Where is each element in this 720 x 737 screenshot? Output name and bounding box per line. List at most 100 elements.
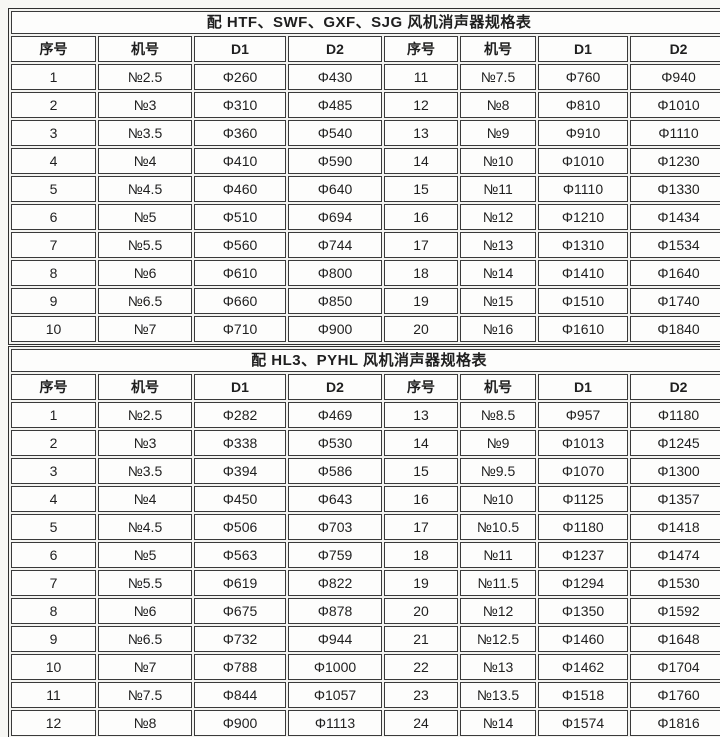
title-row: 配 HL3、PYHL 风机消声器规格表 <box>11 349 720 372</box>
table-cell: Φ469 <box>288 402 382 428</box>
table-cell: Φ563 <box>194 542 286 568</box>
table-row: 4 №4 Φ410 Φ590 14 №10 Φ1010 Φ1230 <box>11 148 720 174</box>
table-cell: 14 <box>384 430 458 456</box>
table-cell: №13 <box>460 232 536 258</box>
table-cell: Φ1816 <box>630 710 720 736</box>
table-cell: Φ260 <box>194 64 286 90</box>
table-cell: 15 <box>384 176 458 202</box>
table-cell: Φ957 <box>538 402 628 428</box>
table-cell: Φ800 <box>288 260 382 286</box>
table-cell: Φ1180 <box>630 402 720 428</box>
table-cell: №12 <box>460 204 536 230</box>
table-cell: Φ1518 <box>538 682 628 708</box>
table-cell: №5 <box>98 204 192 230</box>
table-cell: №10 <box>460 148 536 174</box>
table-cell: 13 <box>384 120 458 146</box>
table-cell: Φ710 <box>194 316 286 342</box>
table-cell: №10 <box>460 486 536 512</box>
table-row: 2 №3 Φ338 Φ530 14 №9 Φ1013 Φ1245 <box>11 430 720 456</box>
table-cell: Φ540 <box>288 120 382 146</box>
table-cell: Φ1350 <box>538 598 628 624</box>
table-cell: №8 <box>460 92 536 118</box>
table-cell: №12.5 <box>460 626 536 652</box>
col-header-machine-left: 机号 <box>98 36 192 62</box>
col-header-d1-right: D1 <box>538 36 628 62</box>
table-cell: 24 <box>384 710 458 736</box>
table-cell: Φ1640 <box>630 260 720 286</box>
table-cell: 1 <box>11 64 96 90</box>
table-cell: Φ1113 <box>288 710 382 736</box>
col-header-d2-right: D2 <box>630 374 720 400</box>
table-row: 5 №4.5 Φ460 Φ640 15 №11 Φ1110 Φ1330 <box>11 176 720 202</box>
table-row: 1 №2.5 Φ260 Φ430 11 №7.5 Φ760 Φ940 <box>11 64 720 90</box>
table-cell: Φ338 <box>194 430 286 456</box>
table-cell: Φ619 <box>194 570 286 596</box>
table-cell: 23 <box>384 682 458 708</box>
table-cell: Φ1648 <box>630 626 720 652</box>
table-cell: №10.5 <box>460 514 536 540</box>
table-cell: №5.5 <box>98 232 192 258</box>
table-cell: Φ1760 <box>630 682 720 708</box>
table-cell: 12 <box>11 710 96 736</box>
table-cell: 10 <box>11 654 96 680</box>
col-header-seq-left: 序号 <box>11 374 96 400</box>
table-cell: Φ660 <box>194 288 286 314</box>
table-cell: Φ1418 <box>630 514 720 540</box>
table-cell: Φ1704 <box>630 654 720 680</box>
table-cell: Φ788 <box>194 654 286 680</box>
header-row: 序号 机号 D1 D2 序号 机号 D1 D2 <box>11 374 720 400</box>
table-cell: Φ310 <box>194 92 286 118</box>
col-header-d2-left: D2 <box>288 36 382 62</box>
table-cell: №4 <box>98 486 192 512</box>
table-cell: 5 <box>11 514 96 540</box>
table-cell: Φ450 <box>194 486 286 512</box>
table-cell: Φ760 <box>538 64 628 90</box>
table-title: 配 HL3、PYHL 风机消声器规格表 <box>11 349 720 372</box>
table-cell: №6 <box>98 598 192 624</box>
table-cell: Φ640 <box>288 176 382 202</box>
spec-table-htf-swf-gxf-sjg: 配 HTF、SWF、GXF、SJG 风机消声器规格表 序号 机号 D1 D2 序… <box>8 8 720 345</box>
table-cell: №6.5 <box>98 626 192 652</box>
table-cell: Φ1462 <box>538 654 628 680</box>
table-body: 1 №2.5 Φ260 Φ430 11 №7.5 Φ760 Φ940 2 №3 Φ310 Φ485 12… <box>11 64 720 342</box>
table-cell: Φ1534 <box>630 232 720 258</box>
table-cell: №11 <box>460 176 536 202</box>
table-cell: №8.5 <box>460 402 536 428</box>
table-cell: Φ1460 <box>538 626 628 652</box>
table-cell: Φ1592 <box>630 598 720 624</box>
table-cell: 8 <box>11 598 96 624</box>
table-cell: 7 <box>11 570 96 596</box>
table-cell: Φ586 <box>288 458 382 484</box>
table-row: 2 №3 Φ310 Φ485 12 №8 Φ810 Φ1010 <box>11 92 720 118</box>
table-cell: 4 <box>11 486 96 512</box>
table-cell: №6 <box>98 260 192 286</box>
table-cell: Φ1010 <box>630 92 720 118</box>
table-cell: Φ560 <box>194 232 286 258</box>
table-cell: Φ1013 <box>538 430 628 456</box>
table-cell: №4.5 <box>98 514 192 540</box>
table-cell: 12 <box>384 92 458 118</box>
table-cell: №9 <box>460 430 536 456</box>
table-row: 9 №6.5 Φ732 Φ944 21 №12.5 Φ1460 Φ1648 <box>11 626 720 652</box>
table-cell: Φ1410 <box>538 260 628 286</box>
table-cell: №14 <box>460 260 536 286</box>
table-cell: Φ360 <box>194 120 286 146</box>
table-cell: №4 <box>98 148 192 174</box>
table-cell: Φ1530 <box>630 570 720 596</box>
table-cell: Φ1610 <box>538 316 628 342</box>
table-row: 6 №5 Φ563 Φ759 18 №11 Φ1237 Φ1474 <box>11 542 720 568</box>
table-cell: №9 <box>460 120 536 146</box>
table-cell: Φ410 <box>194 148 286 174</box>
table-cell: 6 <box>11 542 96 568</box>
table-cell: №6.5 <box>98 288 192 314</box>
table-cell: Φ460 <box>194 176 286 202</box>
table-cell: №11.5 <box>460 570 536 596</box>
table-cell: Φ675 <box>194 598 286 624</box>
col-header-d1-left: D1 <box>194 36 286 62</box>
table-cell: Φ732 <box>194 626 286 652</box>
table-cell: Φ590 <box>288 148 382 174</box>
table-cell: Φ1210 <box>538 204 628 230</box>
table-row: 8 №6 Φ610 Φ800 18 №14 Φ1410 Φ1640 <box>11 260 720 286</box>
table-cell: №11 <box>460 542 536 568</box>
